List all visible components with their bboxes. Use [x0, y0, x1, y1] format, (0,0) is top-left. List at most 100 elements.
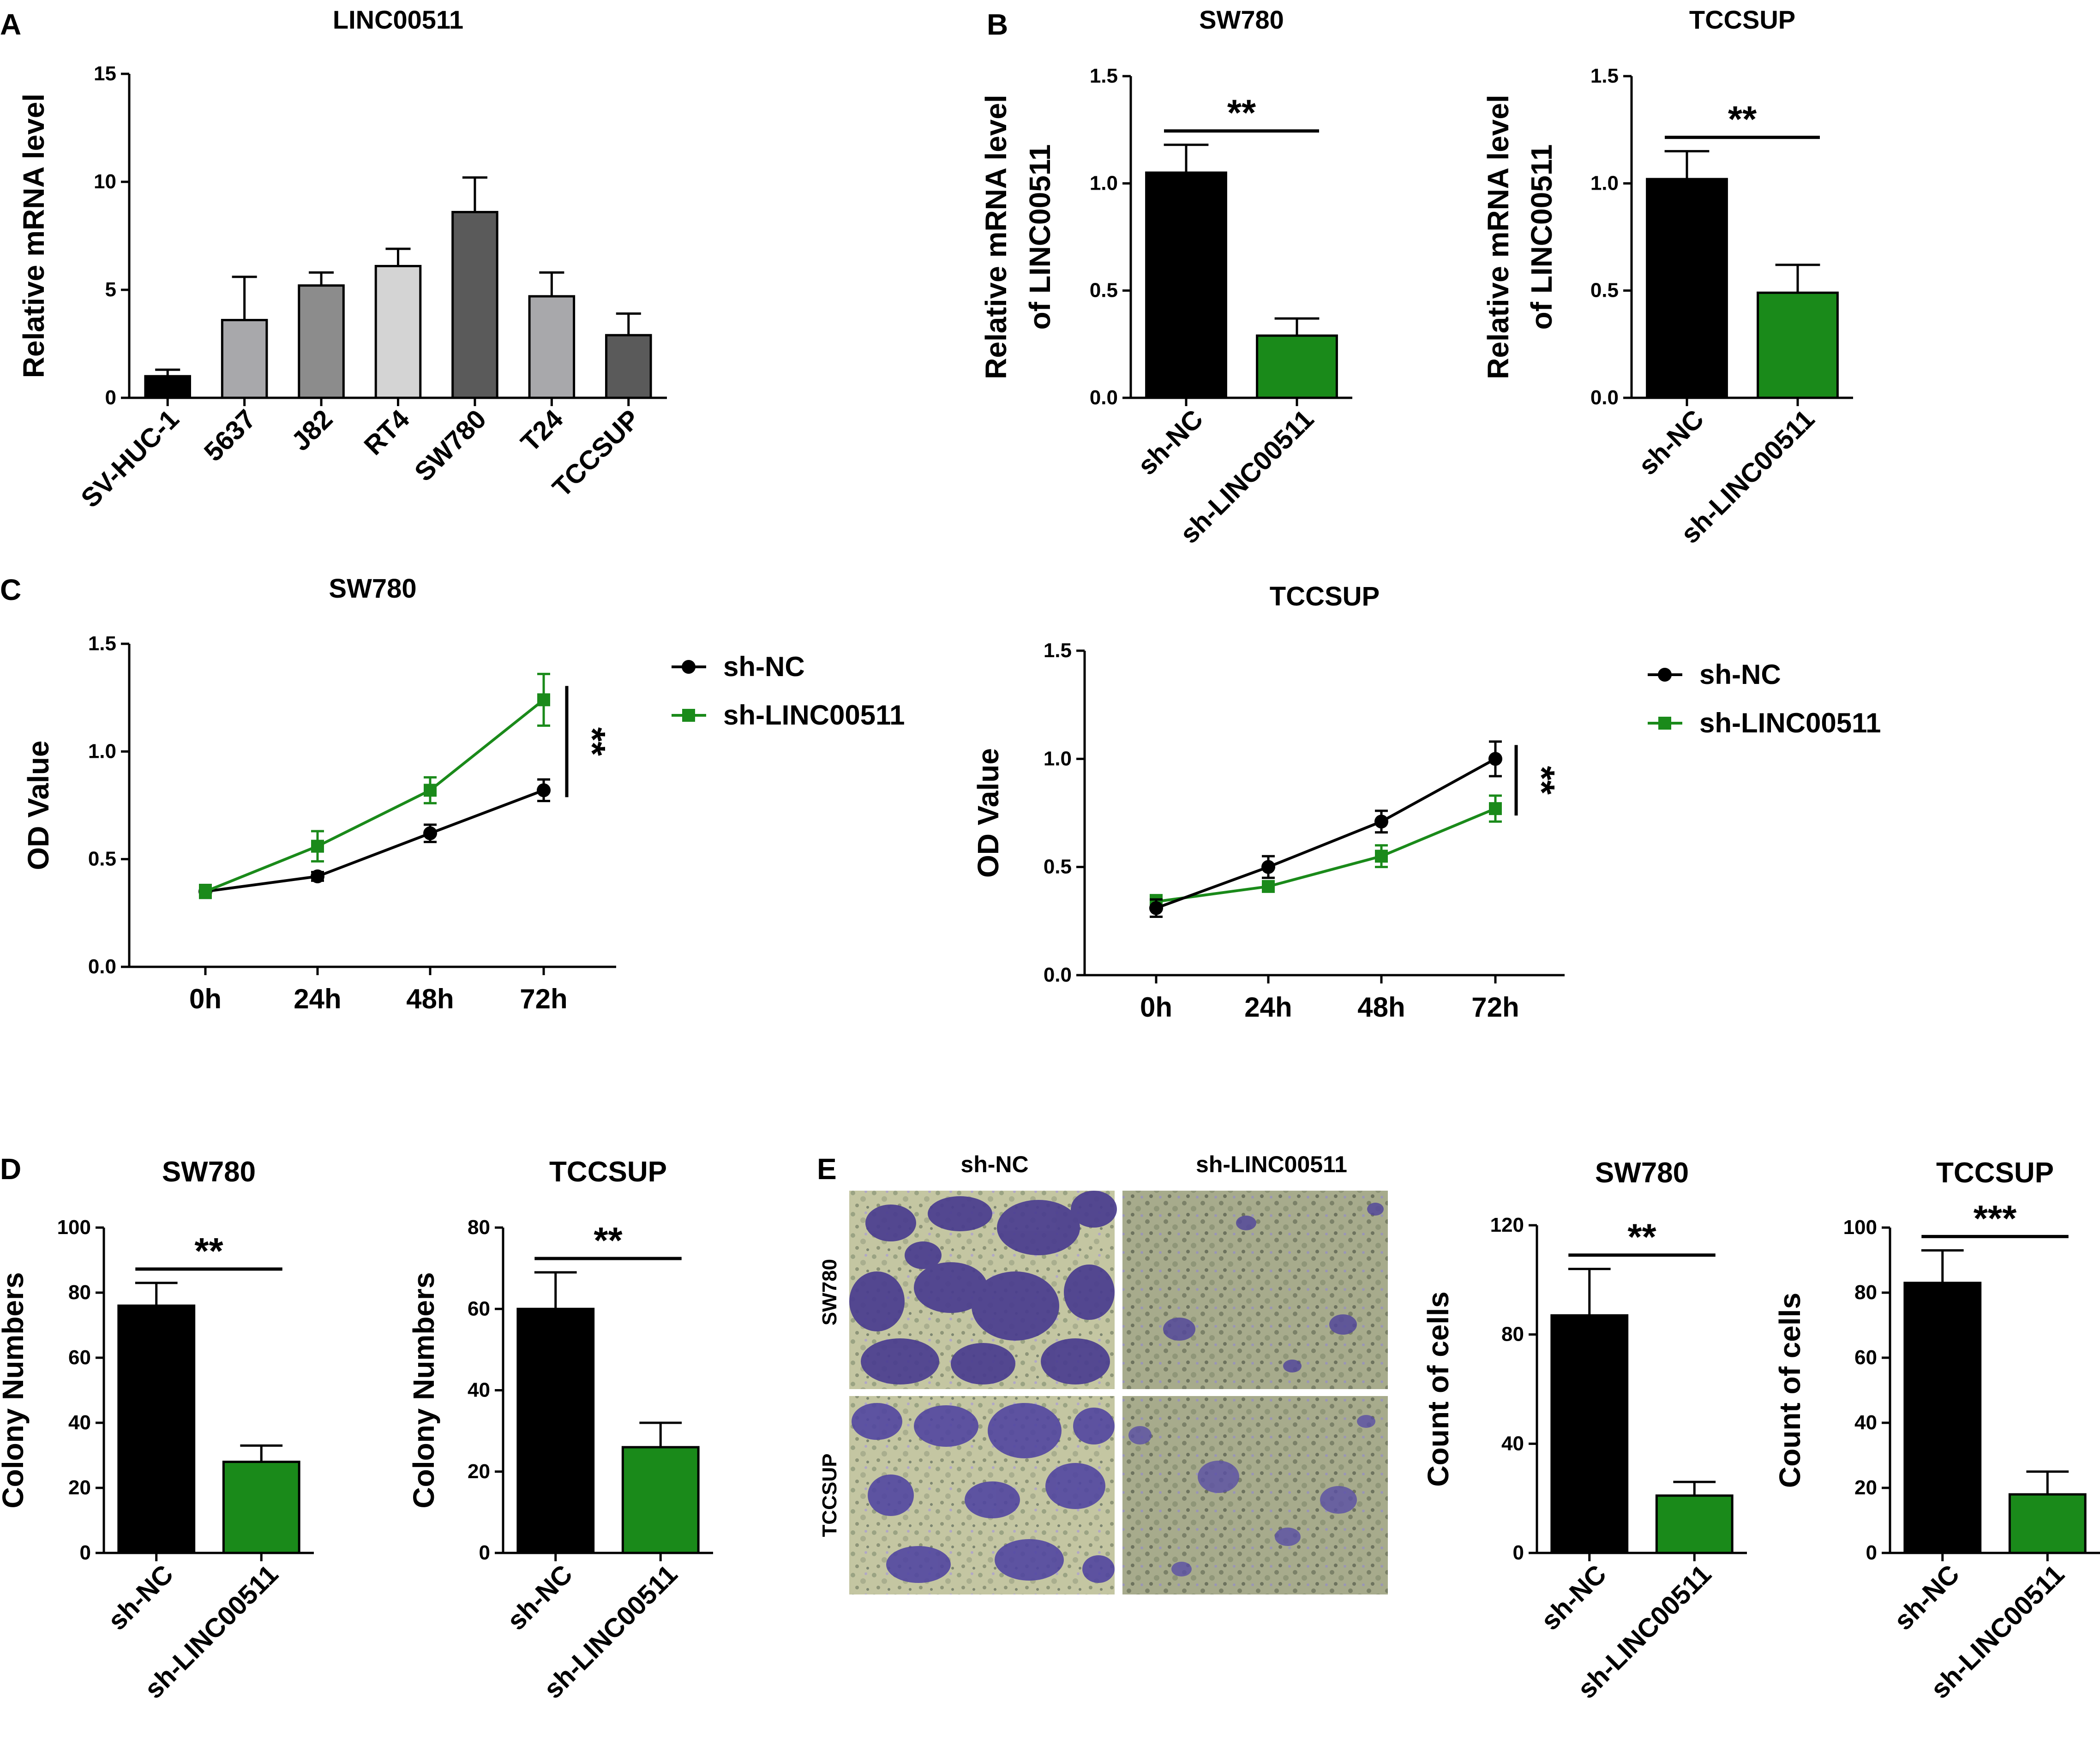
data-point-sh-nc [1488, 752, 1502, 766]
significance-label: ** [1627, 1217, 1656, 1258]
y-axis-label: Colony Numbers [407, 1272, 440, 1508]
chart-title: SW780 [1595, 1157, 1689, 1189]
x-tick-label: sh-NC [1132, 404, 1209, 481]
bar-sw780 [451, 211, 498, 399]
micrograph-col-label-sh-nc: sh-NC [960, 1151, 1028, 1177]
legend-label-sh-nc: sh-NC [723, 651, 805, 682]
chart-c2: 0.0 0.5 1.0 1.5 TCCSUP OD Value 0h 24h 48h 72h ** s… [972, 581, 1881, 1023]
y-tick-label: 80 [1854, 1281, 1877, 1304]
y-axis-label: Count of cells [1422, 1291, 1455, 1486]
y-tick-label: 0 [479, 1541, 490, 1564]
data-point-sh-linc00511 [199, 885, 212, 898]
y-axis-label: of LINC00511 [1525, 144, 1558, 330]
chart-title: SW780 [1199, 5, 1284, 34]
bar-sh-nc [1646, 178, 1728, 399]
y-tick-label: 40 [468, 1379, 490, 1402]
bar-sh-nc [516, 1307, 595, 1554]
x-tick-label: 0h [1140, 992, 1172, 1023]
panel-letter-c: C [0, 573, 21, 606]
y-tick-label: 40 [1501, 1432, 1524, 1455]
y-tick-label: 0.5 [88, 848, 116, 870]
micrograph-tccsup-sh-nc [849, 1396, 1115, 1594]
chart-b1: 0.0 0.5 1.0 1.5 SW780 Relative mRNA level of L… [979, 5, 1352, 549]
significance-label: ** [572, 727, 613, 756]
data-point-sh-linc00511 [1375, 850, 1388, 863]
y-tick-label: 1.5 [88, 632, 116, 655]
legend-marker-sh-nc [682, 660, 696, 674]
significance-label: ** [594, 1220, 623, 1261]
bar-sh-linc00511 [2008, 1493, 2087, 1554]
legend-label-sh-nc: sh-NC [1699, 659, 1781, 690]
x-tick-label: 48h [406, 983, 454, 1014]
data-point-sh-linc00511 [1489, 802, 1502, 815]
bar-sh-nc [1903, 1282, 1982, 1554]
chart-c1: 0.0 0.5 1.0 1.5 SW780 OD Value 0h 24h 48h 72h ** sh… [22, 574, 905, 1014]
data-point-sh-nc [537, 783, 551, 797]
micrograph-grid: sh-NC sh-LINC00511 SW780 TCCSUP [818, 1151, 1388, 1594]
legend-marker-sh-nc [1658, 668, 1672, 682]
y-tick-label: 80 [468, 1216, 490, 1239]
chart-title: TCCSUP [549, 1156, 667, 1188]
chart-title: TCCSUP [1936, 1157, 2054, 1189]
x-tick-label: 72h [520, 983, 567, 1014]
y-tick-label: 60 [468, 1297, 490, 1320]
x-tick-label: 24h [294, 983, 341, 1014]
y-tick-label: 1.0 [1044, 747, 1072, 770]
y-tick-label: 60 [68, 1346, 91, 1369]
data-point-sh-linc00511 [424, 784, 437, 797]
y-axis-label: of LINC00511 [1023, 144, 1056, 330]
y-axis-label: Colony Numbers [0, 1272, 30, 1508]
panel-letter-a: A [0, 8, 21, 41]
y-tick-label: 0.5 [1090, 279, 1118, 302]
micrograph-row-label-tccsup: TCCSUP [818, 1454, 841, 1537]
micrograph-sw780-sh-nc [849, 1191, 1117, 1389]
micrograph-col-label-sh-linc00511: sh-LINC00511 [1196, 1151, 1347, 1177]
y-axis-label: Relative mRNA level [17, 94, 50, 378]
chart-title: TCCSUP [1689, 5, 1795, 34]
x-tick-label: 24h [1244, 992, 1292, 1023]
bar-sh-linc00511 [1256, 334, 1338, 399]
y-tick-label: 0.0 [1090, 386, 1118, 409]
x-tick-label: RT4 [358, 404, 415, 461]
significance-label: ** [1728, 99, 1757, 140]
y-tick-label: 0.5 [1044, 856, 1072, 878]
y-tick-label: 1.5 [1090, 65, 1118, 87]
series-line-sh-nc [205, 789, 545, 893]
y-tick-label: 60 [1854, 1346, 1877, 1369]
y-tick-label: 20 [68, 1476, 91, 1499]
bar-tccsup [605, 334, 652, 399]
x-tick-label: sh-NC [1535, 1559, 1612, 1636]
y-tick-label: 0.0 [88, 955, 116, 978]
y-tick-label: 80 [68, 1281, 91, 1304]
significance-label: ** [1227, 92, 1256, 133]
y-tick-label: 0 [1513, 1541, 1524, 1564]
series-line-sh-nc [1155, 757, 1496, 910]
chart-title: LINC00511 [333, 5, 463, 34]
micrograph-tccsup-sh-linc00511 [1122, 1396, 1388, 1594]
y-tick-label: 1.0 [88, 740, 116, 762]
series-line-sh-linc00511 [1156, 807, 1496, 903]
y-tick-label: 0 [1866, 1541, 1877, 1564]
bar-sv-huc-1 [144, 375, 191, 399]
chart-a: 0 5 10 15 LINC00511 Relative mRNA level SV-HUC… [17, 5, 667, 514]
chart-title: SW780 [329, 574, 416, 604]
bar-rt4 [374, 265, 422, 399]
bar-sh-linc00511 [1655, 1494, 1734, 1554]
x-tick-label: sh-NC [1888, 1559, 1965, 1636]
y-tick-label: 1.5 [1044, 639, 1072, 662]
bar-sh-linc00511 [222, 1461, 300, 1554]
y-tick-label: 0 [80, 1541, 91, 1564]
x-tick-label: sh-NC [1632, 404, 1710, 481]
legend-marker-sh-linc00511 [1658, 717, 1671, 730]
data-point-sh-linc00511 [537, 693, 550, 707]
y-axis-label: Relative mRNA level [979, 95, 1013, 379]
bar-j82 [298, 284, 345, 399]
y-tick-label: 100 [1843, 1216, 1877, 1239]
y-axis-label: OD Value [22, 741, 55, 870]
y-tick-label: 40 [68, 1411, 91, 1434]
x-tick-label: T24 [515, 404, 569, 458]
